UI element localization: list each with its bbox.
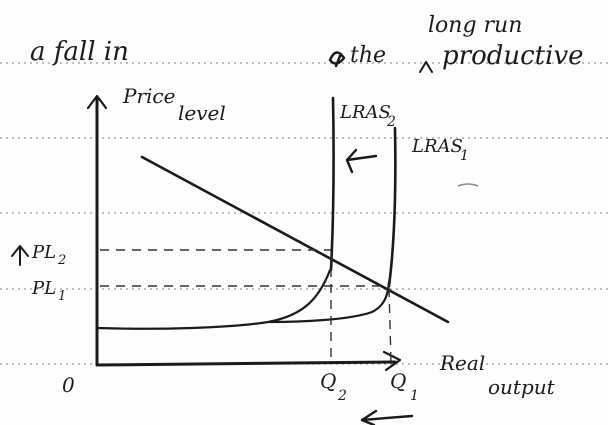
- lras1-subscript: 1: [460, 148, 469, 164]
- pl2-subscript: 2: [57, 253, 66, 268]
- heading-mid-text: the: [350, 43, 386, 68]
- price-up-arrow: [11, 245, 29, 266]
- pl1-label: PL: [31, 278, 56, 299]
- q1-subscript: 1: [410, 388, 419, 404]
- pl1-subscript: 1: [58, 289, 66, 304]
- lras2-subscript: 2: [386, 114, 396, 130]
- q2-label: Q: [320, 369, 336, 393]
- y-axis-arrow: [86, 94, 108, 110]
- shift-left-arrow-top: [345, 148, 378, 174]
- x-axis-label-real: Real: [439, 351, 485, 375]
- axes: [86, 94, 402, 372]
- lras1-label: LRAS: [411, 136, 463, 157]
- ad-curve: [140, 155, 450, 324]
- axes-lines: [95, 96, 397, 367]
- ruled-lines: [0, 62, 608, 365]
- pencil-smudge: [457, 183, 479, 187]
- y-axis-label-price: Price: [122, 84, 175, 108]
- supply-curve-lower: [95, 268, 332, 330]
- q1-label: Q: [390, 369, 406, 393]
- heading-right-text: productive: [442, 41, 584, 71]
- supply-curve-upper: [268, 280, 391, 324]
- origin-label: 0: [62, 373, 75, 397]
- caret-insert-mark: [419, 61, 433, 73]
- lras1-curve: [387, 126, 397, 288]
- q1-guide: [388, 287, 392, 363]
- dashed-guides: [100, 249, 392, 363]
- heading: a fall in the long run productive: [30, 13, 584, 73]
- heading-left-text: a fall in: [30, 37, 129, 67]
- y-axis-label-level: level: [178, 101, 226, 125]
- x-axis-arrow: [382, 350, 402, 372]
- q2-subscript: 2: [337, 388, 347, 404]
- shift-left-arrow-bottom: [360, 409, 414, 425]
- lras2-label: LRAS: [339, 102, 391, 123]
- x-axis-label-output: output: [488, 375, 556, 399]
- scribble-mark: [328, 51, 346, 68]
- lras2-curve: [329, 96, 335, 272]
- heading-over-text: long run: [428, 13, 522, 38]
- pl2-label: PL: [31, 242, 56, 263]
